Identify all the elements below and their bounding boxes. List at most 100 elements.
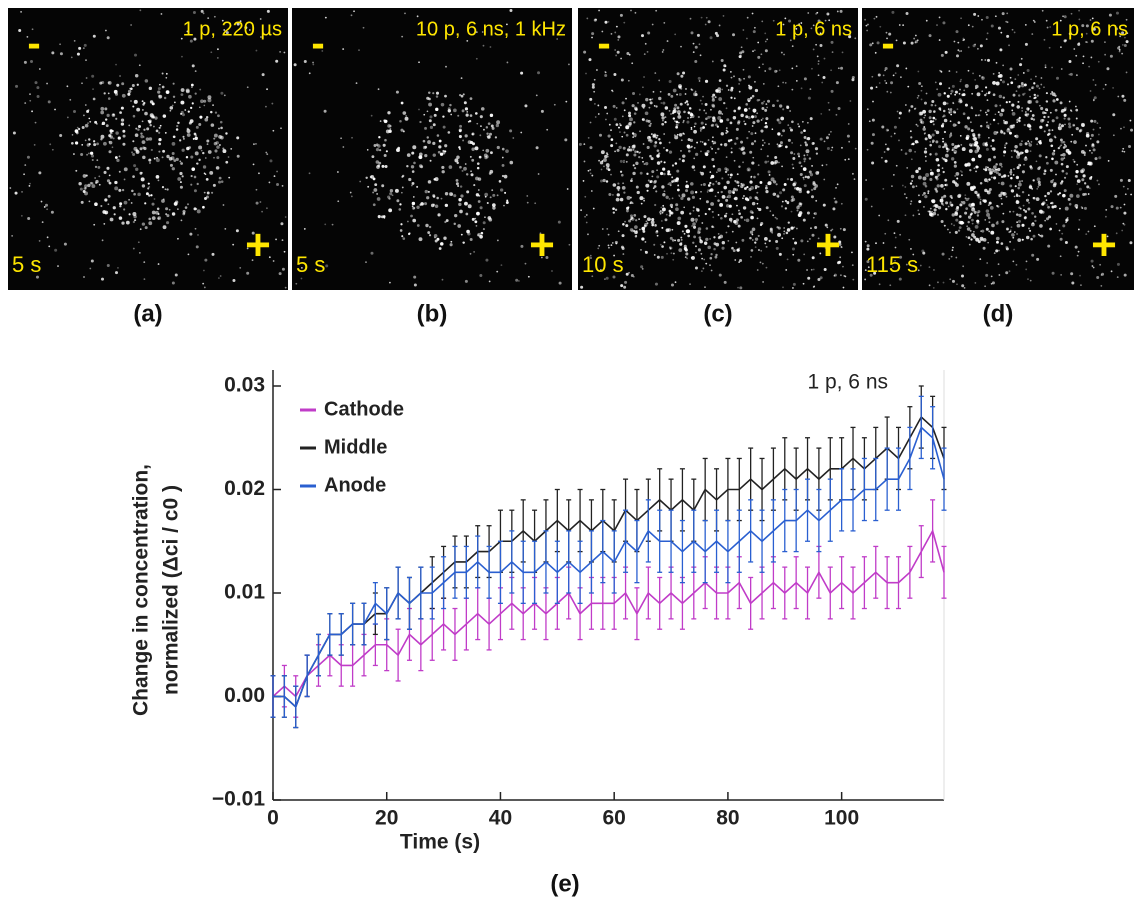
speckle: [603, 165, 605, 167]
speckle: [918, 200, 921, 203]
speckle: [104, 198, 107, 201]
speckle: [1086, 185, 1089, 188]
speckle: [588, 58, 591, 61]
speckle: [638, 152, 640, 154]
speckle: [656, 230, 658, 232]
speckle: [762, 63, 764, 65]
speckle: [133, 221, 135, 223]
speckle: [631, 62, 633, 64]
speckle: [951, 223, 953, 225]
speckle: [918, 82, 921, 85]
speckle: [1029, 89, 1031, 91]
speckle: [81, 82, 83, 84]
speckle: [1130, 129, 1133, 132]
speckle: [760, 129, 763, 132]
speckle: [367, 149, 369, 151]
speckle: [667, 40, 669, 42]
speckle: [509, 129, 512, 132]
speckle: [649, 99, 651, 101]
speckle: [1014, 231, 1016, 233]
speckle: [1060, 274, 1062, 276]
speckle: [583, 180, 585, 182]
speckle: [146, 192, 149, 195]
speckle: [1029, 230, 1031, 232]
speckle: [961, 174, 963, 176]
speckle: [935, 81, 937, 83]
speckle: [602, 228, 604, 230]
annotation: 1 p, 6 ns: [807, 371, 888, 394]
speckle: [732, 191, 735, 194]
speckle: [959, 93, 961, 95]
speckle: [325, 17, 327, 19]
speckle: [170, 164, 173, 167]
speckle: [666, 228, 670, 232]
speckle: [927, 190, 929, 192]
speckle: [194, 133, 197, 136]
speckle: [217, 114, 220, 117]
speckle: [625, 224, 628, 227]
speckle: [781, 205, 783, 207]
speckle: [924, 195, 927, 198]
speckle: [917, 97, 919, 99]
speckle: [1091, 144, 1094, 147]
speckle: [765, 117, 768, 120]
speckle: [601, 150, 605, 154]
speckle: [592, 83, 595, 86]
speckle: [428, 98, 431, 101]
speckle: [800, 239, 803, 242]
speckle: [954, 152, 956, 154]
speckle: [988, 158, 991, 161]
speckle: [201, 150, 203, 152]
speckle: [614, 150, 616, 152]
speckle: [998, 72, 1000, 74]
speckle: [785, 200, 787, 202]
speckle: [1001, 109, 1005, 113]
speckle: [803, 283, 805, 285]
speckle: [1032, 222, 1034, 224]
speckle: [197, 183, 199, 185]
speckle: [752, 50, 754, 52]
speckle: [1076, 74, 1078, 76]
speckle: [1007, 83, 1009, 85]
speckle: [102, 239, 104, 241]
speckle: [1112, 87, 1114, 89]
speckle: [1027, 278, 1029, 280]
speckle: [194, 207, 197, 210]
speckle: [384, 154, 387, 157]
speckle: [680, 103, 683, 106]
speckle: [811, 68, 813, 70]
speckle: [641, 227, 645, 231]
speckle: [470, 97, 473, 100]
speckle: [700, 54, 702, 56]
speckle: [647, 190, 649, 192]
speckle: [219, 177, 222, 180]
speckle: [196, 245, 199, 248]
speckle: [824, 141, 826, 143]
speckle: [670, 204, 673, 207]
speckle: [879, 283, 881, 285]
speckle: [662, 51, 664, 53]
speckle: [1001, 203, 1003, 205]
speckle: [661, 227, 663, 229]
speckle: [593, 208, 595, 210]
speckle: [660, 102, 662, 104]
speckle: [107, 264, 110, 267]
speckle: [489, 281, 491, 283]
speckle: [991, 24, 994, 27]
speckle: [630, 179, 633, 182]
speckle: [104, 92, 106, 94]
speckle: [1005, 121, 1008, 124]
speckle: [430, 160, 432, 162]
speckle: [1053, 150, 1055, 152]
speckle: [823, 204, 826, 207]
speckle: [99, 184, 101, 186]
speckle: [684, 225, 687, 228]
speckle: [960, 50, 962, 52]
speckle: [129, 88, 131, 90]
speckle: [654, 144, 657, 147]
speckle: [897, 111, 899, 113]
speckle: [691, 127, 693, 129]
speckle: [423, 114, 425, 116]
speckle: [490, 114, 493, 117]
speckle: [895, 72, 897, 74]
